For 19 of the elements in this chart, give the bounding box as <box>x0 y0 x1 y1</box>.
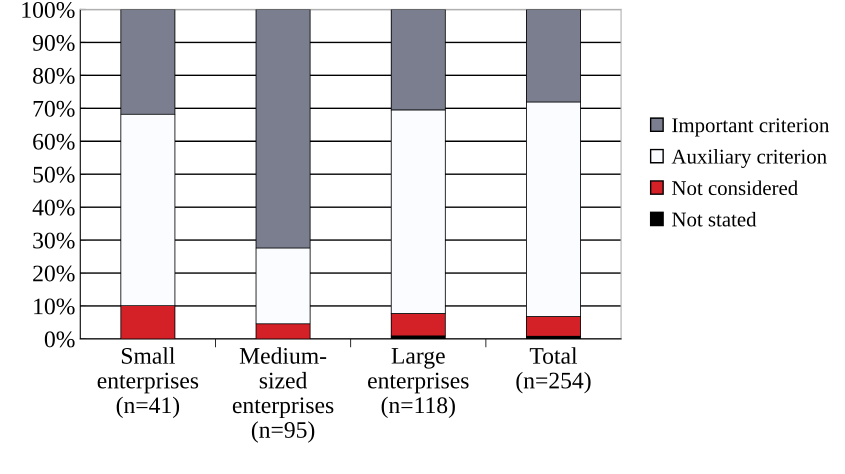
x-tick-label: Large enterprises (n=118) <box>368 348 469 418</box>
y-tick-label: 10% <box>34 298 75 314</box>
y-tick-label: 100% <box>22 2 75 18</box>
y-tick-label: 90% <box>32 34 75 51</box>
legend-label: Not stated <box>672 212 756 227</box>
y-tick-label: 0% <box>44 331 75 348</box>
y-tick-label: 50% <box>34 166 75 183</box>
y-tick-label: 30% <box>33 232 75 249</box>
x-tick-label: Total (n=254) <box>516 347 591 394</box>
y-tick-label: 60% <box>33 134 75 150</box>
legend-label: Important criterion <box>672 118 830 137</box>
legend-label: Not considered <box>672 180 798 196</box>
y-tick-label: 40% <box>32 200 75 216</box>
legend-label: Auxiliary criterion <box>672 149 827 168</box>
y-tick-label: 20% <box>33 266 75 282</box>
y-tick-label: 80% <box>33 68 75 84</box>
y-tick-label: 70% <box>34 100 75 117</box>
x-tick-label: Small enterprises (n=41) <box>98 347 198 418</box>
x-tick-label: Medium- sized enterprises (n=95) <box>232 347 334 443</box>
